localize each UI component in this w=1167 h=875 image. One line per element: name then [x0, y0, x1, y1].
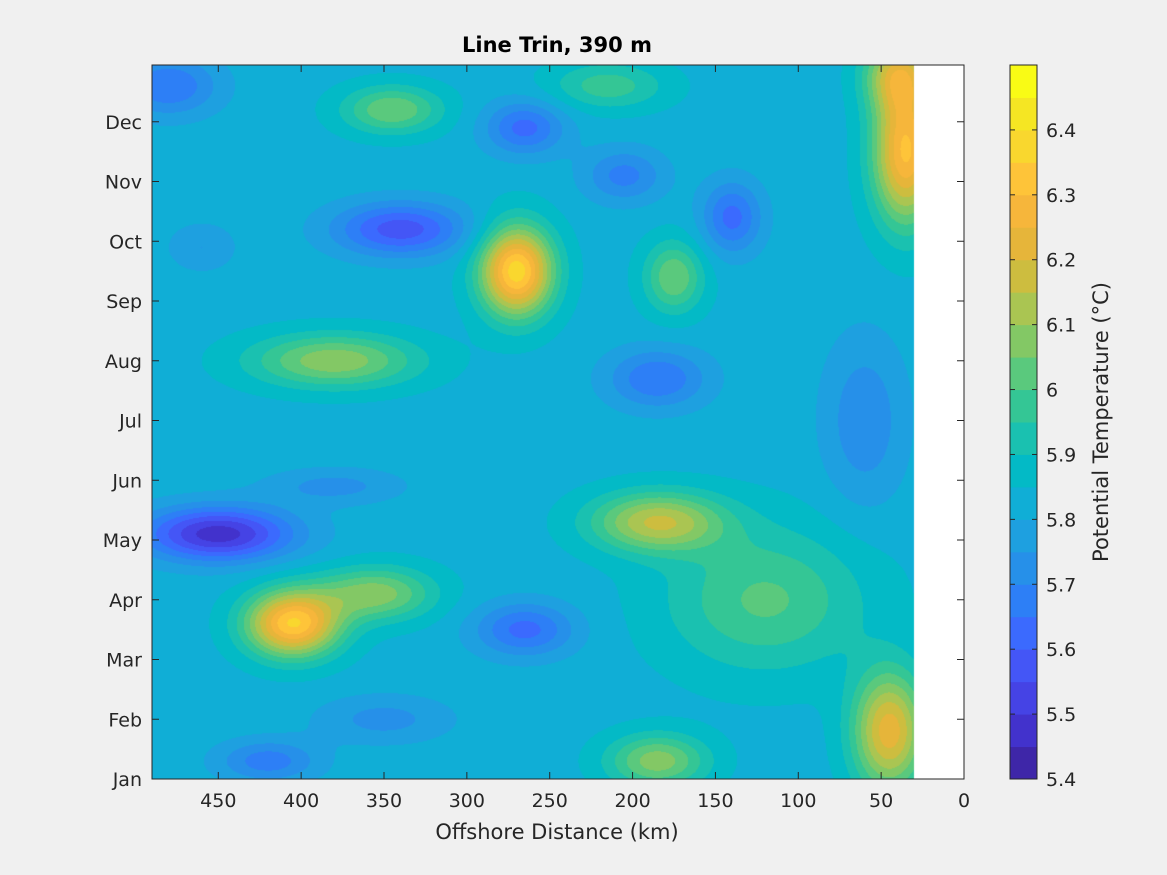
- x-tick-label: 450: [200, 790, 236, 812]
- x-axis: 450 400 350 300 250 200 150 100 50 0: [200, 65, 970, 812]
- x-tick-label: 300: [449, 790, 485, 812]
- colorbar-swatch: [1010, 389, 1037, 423]
- y-tick-label: Feb: [108, 709, 142, 731]
- y-tick-label: Jan: [112, 769, 142, 791]
- colorbar-swatch: [1010, 519, 1037, 553]
- y-tick-label: May: [103, 530, 142, 552]
- colorbar-tick-label: 5.6: [1046, 639, 1076, 661]
- colorbar-tick-label: 5.7: [1046, 574, 1076, 596]
- colorbar-swatch: [1010, 714, 1037, 748]
- plot-area: 450 400 350 300 250 200 150 100 50 0 Jan Feb Mar Apr…: [103, 64, 970, 812]
- colorbar-swatch: [1010, 194, 1037, 228]
- colorbar-swatch: [1010, 584, 1037, 618]
- x-tick-label: 250: [532, 790, 568, 812]
- axes-box: [151, 64, 965, 780]
- y-axis: Jan Feb Mar Apr May Jun Jul Aug Sep Oct Nov Dec: [103, 112, 964, 791]
- colorbar-swatch: [1010, 292, 1037, 326]
- colorbar-tick-label: 6: [1046, 380, 1058, 402]
- y-tick-label: Apr: [109, 590, 142, 612]
- colorbar-swatch: [1010, 454, 1037, 488]
- colorbar-swatch: [1010, 649, 1037, 683]
- colorbar-swatch: [1010, 422, 1037, 455]
- colorbar-swatches: [1010, 65, 1037, 780]
- colorbar-swatch: [1010, 129, 1037, 163]
- x-tick-label: 400: [283, 790, 319, 812]
- colorbar-tick-label: 6.3: [1046, 185, 1076, 207]
- x-tick-label: 100: [780, 790, 816, 812]
- y-tick-label: Aug: [105, 351, 142, 373]
- colorbar-swatch: [1010, 746, 1037, 780]
- x-tick-label: 200: [614, 790, 650, 812]
- y-tick-label: Oct: [109, 231, 142, 253]
- y-tick-label: Mar: [106, 650, 142, 672]
- colorbar-tick-label: 5.5: [1046, 704, 1076, 726]
- colorbar-ticks: 5.4 5.5 5.6 5.7 5.8 5.9 6 6.1 6.2 6.3 6.4: [1010, 120, 1076, 791]
- x-tick-label: 350: [366, 790, 402, 812]
- colorbar-label: Potential Temperature (°C): [1089, 282, 1113, 562]
- y-tick-label: Nov: [105, 172, 142, 194]
- y-tick-label: Jun: [111, 470, 142, 492]
- contour-field: [152, 65, 964, 779]
- colorbar-tick-label: 6.1: [1046, 315, 1076, 337]
- colorbar-tick-label: 6.2: [1046, 250, 1076, 272]
- colorbar-swatch: [1010, 162, 1037, 196]
- colorbar-swatch: [1010, 65, 1037, 98]
- contour-field-container: [152, 65, 964, 779]
- colorbar-swatch: [1010, 486, 1037, 520]
- colorbar-tick-label: 5.4: [1046, 769, 1076, 791]
- x-axis-label: Offshore Distance (km): [435, 820, 678, 844]
- y-tick-label: Jul: [118, 411, 142, 433]
- x-tick-label: 0: [958, 790, 970, 812]
- x-tick-label: 50: [869, 790, 893, 812]
- x-tick-label: 150: [697, 790, 733, 812]
- colorbar-swatch: [1010, 357, 1037, 391]
- colorbar-swatch: [1010, 681, 1037, 715]
- colorbar-swatch: [1010, 616, 1037, 650]
- colorbar-tick-label: 5.8: [1046, 509, 1076, 531]
- colorbar-tick-label: 6.4: [1046, 120, 1076, 142]
- colorbar-tick-label: 5.9: [1046, 444, 1076, 466]
- colorbar-box: [1009, 64, 1038, 780]
- colorbar-swatch: [1010, 227, 1037, 261]
- colorbar-swatch: [1010, 324, 1037, 358]
- y-tick-label: Dec: [105, 112, 142, 134]
- colorbar-swatch: [1010, 97, 1037, 131]
- colorbar: 5.4 5.5 5.6 5.7 5.8 5.9 6 6.1 6.2 6.3 6.4 Potentia…: [1009, 64, 1113, 791]
- colorbar-swatch: [1010, 259, 1037, 293]
- chart-title: Line Trin, 390 m: [462, 33, 652, 57]
- colorbar-swatch: [1010, 551, 1037, 585]
- y-tick-label: Sep: [106, 291, 142, 313]
